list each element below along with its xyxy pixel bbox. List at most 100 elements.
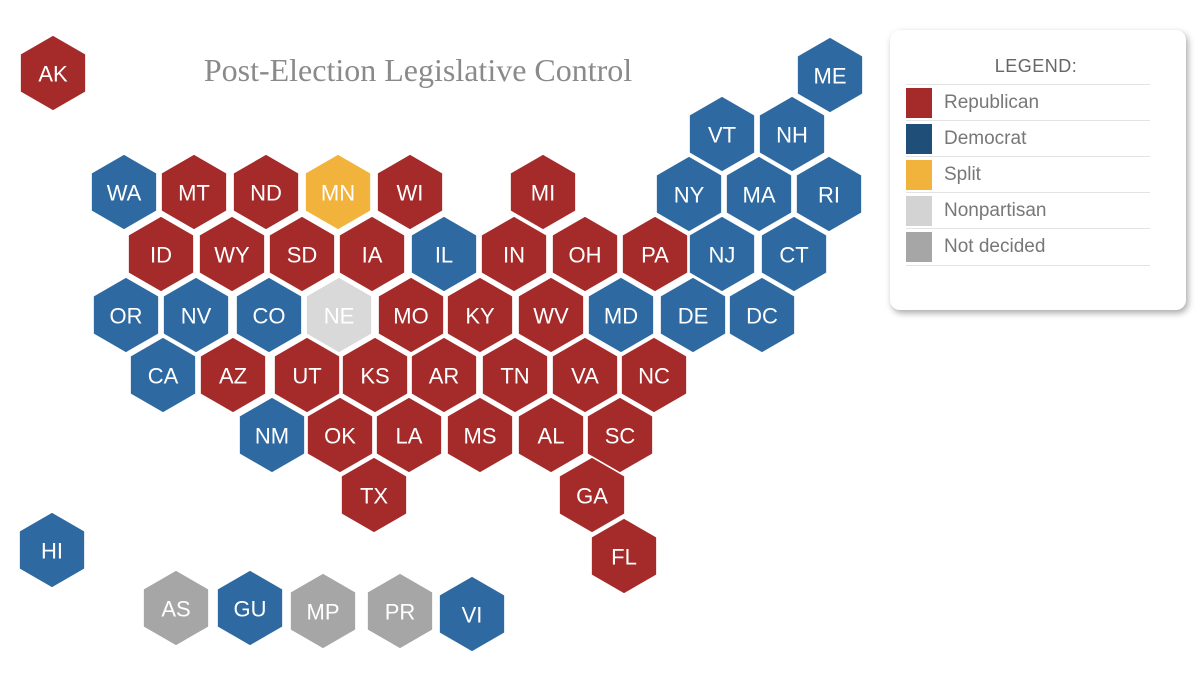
state-hex-shape [795,155,863,233]
state-hex-shape [620,336,688,414]
state-label: OK [324,424,356,449]
state-label: IL [435,243,453,268]
state-hex-shape [728,276,796,354]
state-hex-shape [438,575,506,653]
legend-swatch-split [906,160,932,190]
state-hex-md: MD [587,276,655,354]
state-hex-tx: TX [340,456,408,534]
state-hex-ca: CA [129,336,197,414]
state-hex-ks: KS [341,336,409,414]
state-hex-nm: NM [238,396,306,474]
state-hex-pa: PA [621,215,689,293]
state-hex-pr: PR [366,572,434,650]
state-label: MS [464,424,497,449]
state-label: RI [818,183,840,208]
legend-label-not-decided: Not decided [944,236,1046,257]
state-label: NY [674,183,705,208]
state-hex-ny: NY [655,155,723,233]
state-hex-nc: NC [620,336,688,414]
state-hex-shape [92,276,160,354]
state-label: AZ [219,364,247,389]
state-label: AR [429,364,460,389]
state-label: SD [287,243,318,268]
state-hex-shape [338,215,406,293]
state-hex-nd: ND [232,153,300,231]
legend-label-democrat: Democrat [944,128,1027,149]
state-label: WA [107,181,142,206]
state-label: SC [605,424,636,449]
state-hex-shape [758,95,826,173]
state-hex-ak: AK [19,34,87,112]
state-hex-mo: MO [377,276,445,354]
legend-swatch-not-decided [906,232,932,262]
state-label: VI [462,603,483,628]
state-hex-az: AZ [199,336,267,414]
state-hex-shape [273,336,341,414]
state-label: MA [743,183,776,208]
legend-item-democrat: Democrat [906,120,1150,157]
legend: LEGEND: Republican Democrat Split Nonpar… [890,30,1186,310]
state-hex-ky: KY [446,276,514,354]
legend-swatch-nonpartisan [906,196,932,226]
state-hex-shape [621,215,689,293]
state-hex-nv: NV [162,276,230,354]
state-hex-shape [375,396,443,474]
state-hex-shape [127,215,195,293]
state-hex-shape [306,396,374,474]
state-label: ME [814,64,847,89]
legend-title: LEGEND: [994,56,1078,76]
state-hex-ct: CT [760,215,828,293]
state-label: DE [678,304,709,329]
legend-label-republican: Republican [944,92,1040,113]
state-label: MO [393,304,428,329]
state-hex-shape [659,276,727,354]
state-hex-shape [587,276,655,354]
state-hex-mt: MT [160,153,228,231]
state-hex-mp: MP [289,572,357,650]
state-hex-shape [366,572,434,650]
state-label: NV [181,304,212,329]
state-label: OH [569,243,602,268]
state-hex-shape [688,95,756,173]
state-hex-wy: WY [198,215,266,293]
state-label: LA [396,424,423,449]
state-hex-hi: HI [18,511,86,589]
state-hex-shape [289,572,357,650]
state-hex-wi: WI [376,153,444,231]
state-hex-co: CO [235,276,303,354]
state-label: CT [779,243,808,268]
state-label: DC [746,304,778,329]
state-hex-shape [232,153,300,231]
state-hex-shape [160,153,228,231]
state-hex-shape [481,336,549,414]
state-hex-shape [558,456,626,534]
state-label: OR [110,304,143,329]
state-label: FL [611,545,637,570]
state-label: KY [465,304,495,329]
state-hex-shape [410,336,478,414]
state-hex-shape [199,336,267,414]
state-hex-shape [377,276,445,354]
state-hex-or: OR [92,276,160,354]
state-hex-ut: UT [273,336,341,414]
legend-item-nonpartisan: Nonpartisan [906,192,1150,229]
state-label: PR [385,600,416,625]
state-hex-shape [551,336,619,414]
state-label: NM [255,424,289,449]
state-hex-shape [590,517,658,595]
state-hex-ne: NE [305,276,373,354]
state-hex-gu: GU [216,569,284,647]
state-hex-nh: NH [758,95,826,173]
state-hex-shape [268,215,336,293]
state-label: WV [533,304,569,329]
state-hex-vt: VT [688,95,756,173]
state-hex-vi: VI [438,575,506,653]
state-label: GU [234,597,267,622]
legend-item-not-decided: Not decided [906,228,1150,266]
state-hex-sc: SC [586,396,654,474]
state-hex-shape [688,215,756,293]
state-hex-shape [796,36,864,114]
state-label: VA [571,364,599,389]
state-hex-sd: SD [268,215,336,293]
state-hex-shape [517,276,585,354]
